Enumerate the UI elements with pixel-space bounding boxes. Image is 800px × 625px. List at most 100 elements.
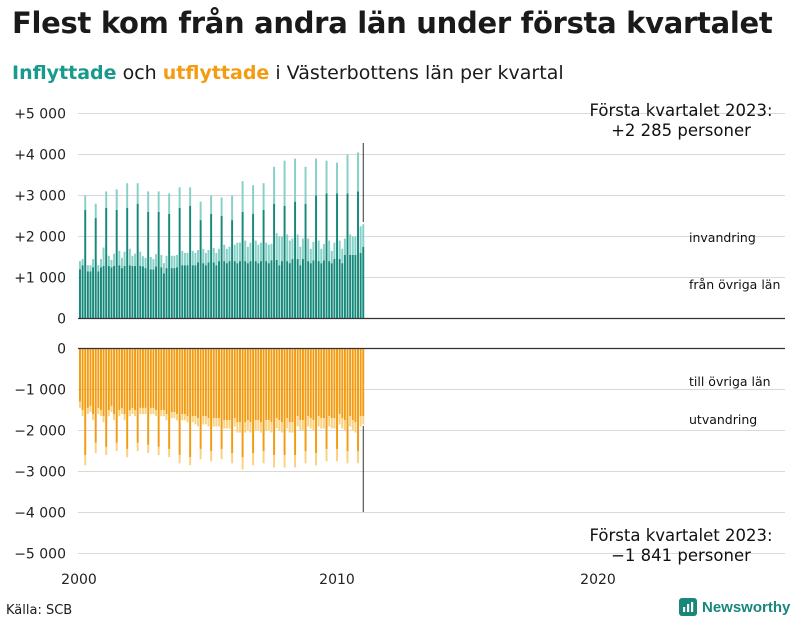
bar-till-ovriga-lan (299, 348, 302, 421)
bar-fran-ovriga-lan (343, 254, 346, 319)
bar-till-ovriga-lan (204, 348, 207, 417)
bar-till-ovriga-lan (304, 348, 307, 451)
bar-utvandring (249, 422, 252, 433)
bar-fran-ovriga-lan (165, 268, 168, 319)
bar-utvandring (199, 448, 202, 460)
bar-invandring (207, 250, 210, 263)
bar-fran-ovriga-lan (252, 213, 255, 319)
label-till-ovriga-lan: till övriga län (689, 374, 771, 389)
bar-fran-ovriga-lan (265, 261, 268, 319)
bar-till-ovriga-lan (283, 348, 286, 456)
newsworthy-logo: Newsworthy (679, 598, 790, 616)
bar-invandring (241, 181, 244, 212)
bar-fran-ovriga-lan (141, 266, 144, 319)
bar-fran-ovriga-lan (246, 263, 249, 319)
bar-fran-ovriga-lan (197, 262, 199, 319)
bar-till-ovriga-lan (183, 348, 186, 415)
bar-utvandring (126, 448, 129, 458)
y-tick-label-bottom: −5 000 (14, 547, 66, 563)
bar-invandring (362, 224, 365, 247)
bar-fran-ovriga-lan (202, 263, 205, 319)
bar-utvandring (89, 405, 92, 413)
bar-invandring (123, 251, 126, 267)
bar-invandring (351, 236, 354, 255)
bar-till-ovriga-lan (170, 348, 173, 413)
bar-fran-ovriga-lan (207, 262, 210, 319)
bar-utvandring (84, 455, 87, 466)
bar-utvandring (128, 410, 131, 417)
annotation-bottom-line2: −1 841 personer (611, 546, 751, 565)
bar-till-ovriga-lan (152, 348, 155, 408)
bar-invandring (173, 255, 176, 269)
bar-fran-ovriga-lan (176, 267, 179, 319)
bar-utvandring (149, 407, 152, 415)
bar-fran-ovriga-lan (218, 261, 220, 319)
bar-fran-ovriga-lan (338, 259, 341, 319)
bar-utvandring (181, 414, 184, 421)
bar-invandring (254, 240, 257, 262)
bar-till-ovriga-lan (131, 348, 134, 408)
bar-utvandring (280, 422, 283, 433)
bar-invandring (252, 185, 255, 214)
bar-utvandring (92, 414, 95, 421)
bar-invandring (223, 244, 226, 262)
bar-invandring (199, 201, 202, 221)
bar-fran-ovriga-lan (118, 265, 121, 319)
bar-utvandring (113, 414, 116, 421)
bar-fran-ovriga-lan (336, 193, 339, 319)
bar-till-ovriga-lan (275, 348, 278, 419)
bar-till-ovriga-lan (173, 348, 176, 413)
bar-till-ovriga-lan (265, 348, 268, 421)
bar-utvandring (270, 422, 273, 433)
bar-fran-ovriga-lan (283, 205, 286, 319)
bar-fran-ovriga-lan (92, 267, 95, 319)
bar-utvandring (304, 451, 307, 464)
bar-utvandring (160, 410, 163, 417)
bar-fran-ovriga-lan (349, 254, 352, 319)
bar-till-ovriga-lan (162, 348, 165, 410)
y-tick-label-bottom: −1 000 (14, 383, 66, 399)
bar-invandring (212, 247, 215, 263)
bar-utvandring (105, 446, 108, 456)
bar-fran-ovriga-lan (212, 262, 215, 319)
bar-fran-ovriga-lan (113, 266, 116, 319)
bar-utvandring (107, 410, 110, 417)
bar-utvandring (244, 422, 247, 433)
bar-invandring (84, 195, 87, 210)
bar-utvandring (183, 414, 186, 421)
bar-utvandring (307, 416, 310, 427)
y-tick-label-top: +3 000 (14, 189, 66, 205)
bar-till-ovriga-lan (228, 348, 231, 421)
bar-fran-ovriga-lan (89, 271, 92, 319)
bar-fran-ovriga-lan (249, 261, 252, 319)
bar-fran-ovriga-lan (328, 261, 331, 319)
bar-fran-ovriga-lan (194, 265, 197, 319)
bar-invandring (162, 263, 165, 274)
bar-fran-ovriga-lan (149, 269, 152, 319)
bar-utvandring (296, 416, 299, 427)
bar-invandring (189, 187, 192, 206)
bar-utvandring (239, 422, 241, 433)
bar-fran-ovriga-lan (97, 271, 100, 319)
bar-fran-ovriga-lan (102, 266, 105, 319)
bar-fran-ovriga-lan (120, 268, 123, 319)
bar-till-ovriga-lan (128, 348, 131, 410)
bar-fran-ovriga-lan (99, 267, 102, 319)
subtitle-inflyttade: Inflyttade (12, 62, 117, 84)
bar-till-ovriga-lan (99, 348, 102, 410)
bar-utvandring (215, 418, 218, 427)
bar-till-ovriga-lan (120, 348, 123, 408)
label-fran-ovriga-lan: från övriga län (689, 277, 780, 292)
bar-till-ovriga-lan (312, 348, 315, 421)
bar-utvandring (299, 420, 302, 431)
bar-till-ovriga-lan (207, 348, 210, 419)
bar-utvandring (204, 416, 207, 425)
bar-fran-ovriga-lan (236, 263, 239, 319)
bar-invandring (197, 250, 199, 263)
chart-subtitle: Inflyttade och utflyttade i Västerbotten… (12, 62, 564, 84)
bar-till-ovriga-lan (141, 348, 144, 408)
bar-till-ovriga-lan (113, 348, 116, 415)
bar-till-ovriga-lan (225, 348, 228, 421)
bar-utvandring (325, 448, 328, 462)
bar-fran-ovriga-lan (110, 267, 113, 319)
